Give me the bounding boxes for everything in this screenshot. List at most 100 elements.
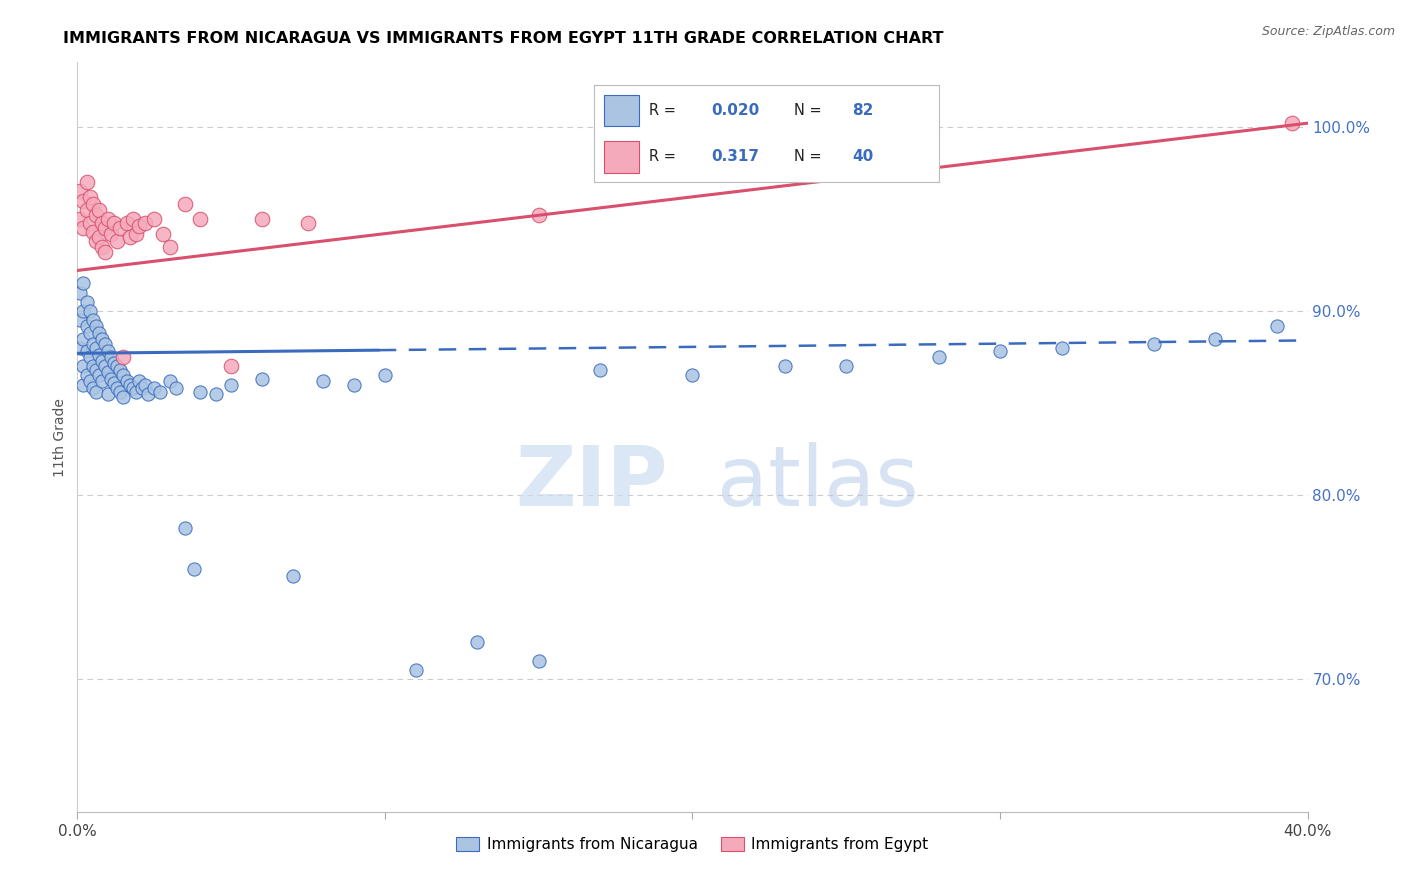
Point: [125, 384, 148, 399]
Point: [250, 372, 273, 386]
Point: [97, 386, 120, 401]
Point: [79, 216, 101, 230]
Point: [84, 341, 107, 355]
Point: [72, 359, 94, 374]
Point: [72, 377, 94, 392]
Point: [112, 368, 135, 383]
Point: [103, 376, 125, 390]
Point: [204, 386, 226, 401]
Point: [374, 368, 396, 383]
Point: [105, 234, 128, 248]
Point: [72, 277, 94, 291]
Point: [103, 216, 125, 230]
Legend: Immigrants from Nicaragua, Immigrants from Egypt: Immigrants from Nicaragua, Immigrants fr…: [450, 830, 935, 858]
Point: [188, 211, 212, 226]
Point: [79, 374, 101, 388]
Point: [76, 294, 98, 309]
Point: [76, 202, 98, 217]
Point: [112, 350, 135, 364]
Point: [90, 239, 114, 253]
Point: [118, 377, 141, 392]
Point: [928, 350, 950, 364]
Text: ZIP: ZIP: [516, 442, 668, 523]
Text: IMMIGRANTS FROM NICARAGUA VS IMMIGRANTS FROM EGYPT 11TH GRADE CORRELATION CHART: IMMIGRANTS FROM NICARAGUA VS IMMIGRANTS …: [63, 31, 943, 46]
Point: [97, 365, 120, 379]
Point: [118, 230, 141, 244]
Point: [69, 285, 91, 300]
Point: [773, 359, 796, 374]
Point: [79, 190, 101, 204]
Point: [125, 227, 148, 241]
Point: [250, 211, 273, 226]
Point: [188, 384, 212, 399]
Point: [121, 381, 143, 395]
Point: [165, 381, 187, 395]
Point: [281, 569, 304, 583]
Point: [84, 208, 107, 222]
Point: [87, 348, 110, 362]
Text: atlas: atlas: [717, 442, 918, 523]
Point: [1265, 318, 1288, 333]
Point: [219, 377, 242, 392]
Point: [110, 384, 132, 399]
Point: [110, 363, 132, 377]
Point: [121, 211, 143, 226]
Point: [115, 374, 138, 388]
Point: [97, 211, 120, 226]
Point: [589, 363, 612, 377]
Point: [94, 359, 117, 374]
Point: [79, 350, 101, 364]
Point: [183, 562, 205, 576]
Point: [149, 384, 172, 399]
Point: [82, 225, 104, 239]
Point: [174, 197, 197, 211]
Point: [90, 216, 114, 230]
Point: [76, 368, 98, 383]
Point: [152, 227, 174, 241]
Point: [159, 374, 181, 388]
Point: [87, 230, 110, 244]
Point: [94, 221, 117, 235]
Point: [76, 318, 98, 333]
Point: [97, 344, 120, 359]
Point: [100, 227, 122, 241]
Point: [115, 216, 138, 230]
Point: [84, 234, 107, 248]
Point: [87, 202, 110, 217]
Point: [69, 184, 91, 198]
Point: [82, 337, 104, 351]
Point: [105, 381, 128, 395]
Point: [87, 326, 110, 340]
Point: [84, 384, 107, 399]
Point: [1281, 116, 1303, 130]
Point: [143, 211, 166, 226]
Point: [174, 521, 197, 535]
Point: [131, 381, 153, 395]
Point: [1143, 337, 1166, 351]
Point: [72, 221, 94, 235]
Point: [69, 313, 91, 327]
Point: [72, 332, 94, 346]
Point: [465, 635, 488, 649]
Point: [219, 359, 242, 374]
Point: [90, 353, 114, 368]
Point: [110, 221, 132, 235]
Y-axis label: 11th Grade: 11th Grade: [53, 398, 67, 476]
Point: [136, 386, 159, 401]
Point: [76, 344, 98, 359]
Point: [69, 341, 91, 355]
Point: [87, 368, 110, 383]
Point: [94, 245, 117, 260]
Point: [527, 654, 550, 668]
Point: [100, 372, 122, 386]
Point: [1050, 341, 1073, 355]
Point: [1204, 332, 1226, 346]
Point: [128, 374, 150, 388]
Point: [82, 313, 104, 327]
Point: [82, 359, 104, 374]
Point: [988, 344, 1011, 359]
Point: [100, 350, 122, 364]
Point: [94, 337, 117, 351]
Point: [682, 368, 704, 383]
Point: [69, 211, 91, 226]
